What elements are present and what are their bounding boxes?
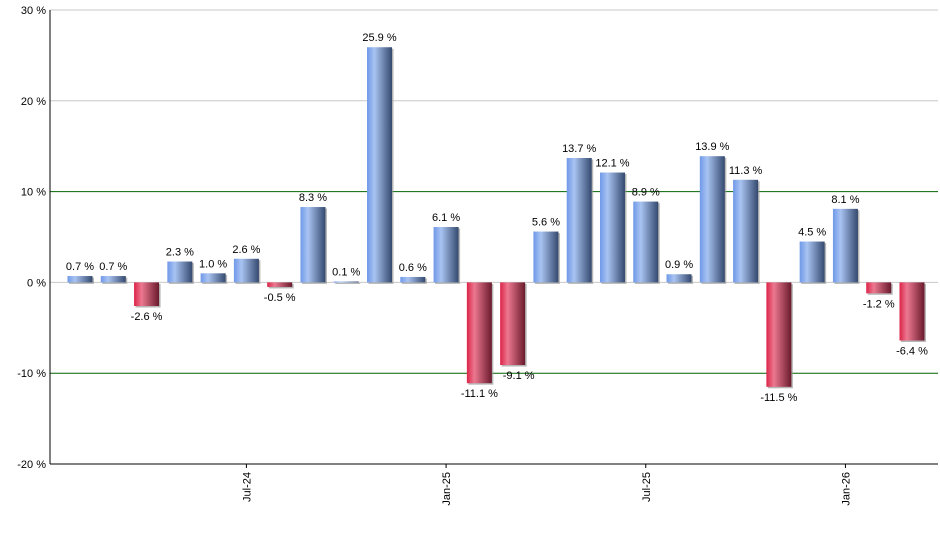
bar	[866, 282, 892, 294]
bars	[67, 47, 926, 389]
bar	[500, 282, 526, 366]
data-label: 4.5 %	[798, 227, 826, 239]
bar	[466, 282, 492, 384]
x-tick-label: Jan-26	[840, 472, 852, 506]
data-label: 0.7 %	[99, 261, 127, 273]
bar	[666, 274, 692, 283]
bar	[100, 276, 126, 283]
data-label: 0.1 %	[332, 266, 360, 278]
data-label: 8.1 %	[831, 194, 859, 206]
bar	[67, 276, 93, 283]
bar	[699, 156, 725, 283]
bar	[200, 273, 226, 283]
data-label: 1.0 %	[199, 258, 227, 270]
data-label: 8.9 %	[632, 187, 660, 199]
data-label: -9.1 %	[503, 370, 535, 382]
data-label: 13.9 %	[695, 141, 729, 153]
data-label: 12.1 %	[595, 158, 629, 170]
data-label: 8.3 %	[299, 192, 327, 204]
data-label: 25.9 %	[362, 32, 396, 44]
y-tick-label: 10 %	[21, 187, 46, 199]
bar	[433, 227, 459, 283]
data-label: 0.6 %	[399, 262, 427, 274]
data-labels: 0.7 % 0.7 % -2.6 % 2.3 % 1.0 % 2.6 % -0.5 % 8.3…	[66, 32, 928, 404]
bar	[300, 207, 326, 283]
bar	[566, 158, 592, 283]
x-tick-label: Jan-25	[441, 472, 453, 506]
x-tick-label: Jul-24	[241, 472, 253, 502]
data-label: 0.9 %	[665, 259, 693, 271]
y-tick-label: 20 %	[21, 96, 46, 108]
y-tick-label: -20 %	[17, 459, 46, 471]
bar	[799, 241, 825, 283]
bar	[832, 208, 858, 283]
bar	[899, 282, 925, 341]
data-label: 6.1 %	[432, 212, 460, 224]
x-tick-label: Jul-25	[641, 472, 653, 502]
data-label: -2.6 %	[131, 311, 163, 323]
bar	[400, 276, 426, 283]
data-label: 5.6 %	[532, 217, 560, 229]
bar	[766, 282, 792, 387]
bar	[267, 282, 293, 287]
y-tick-label: 0 %	[27, 277, 46, 289]
bar	[233, 258, 259, 283]
data-label: -11.1 %	[461, 388, 498, 400]
bar	[599, 172, 625, 283]
data-label: 13.7 %	[562, 143, 596, 155]
y-tick-label: 30 %	[21, 5, 46, 17]
bar	[333, 281, 359, 283]
data-label: -11.5 %	[760, 392, 797, 404]
data-label: 2.6 %	[232, 244, 260, 256]
bar	[167, 261, 193, 283]
data-label: 2.3 %	[166, 247, 194, 259]
bar-shadow	[335, 282, 361, 284]
data-label: -0.5 %	[264, 292, 296, 304]
bar	[134, 282, 160, 307]
axes: -20 % -10 % 0 % 10 % 20 % 30 % Jul-24 Jan-25 Jul…	[17, 5, 938, 506]
data-label: 0.7 %	[66, 261, 94, 273]
bar	[733, 179, 759, 283]
y-tick-label: -10 %	[17, 368, 46, 380]
data-label: 11.3 %	[729, 165, 763, 177]
bar	[367, 47, 393, 283]
data-label: -1.2 %	[863, 298, 895, 310]
data-label: -6.4 %	[896, 346, 928, 358]
bar	[533, 231, 559, 283]
bar	[633, 201, 659, 283]
gridlines	[50, 9, 938, 374]
